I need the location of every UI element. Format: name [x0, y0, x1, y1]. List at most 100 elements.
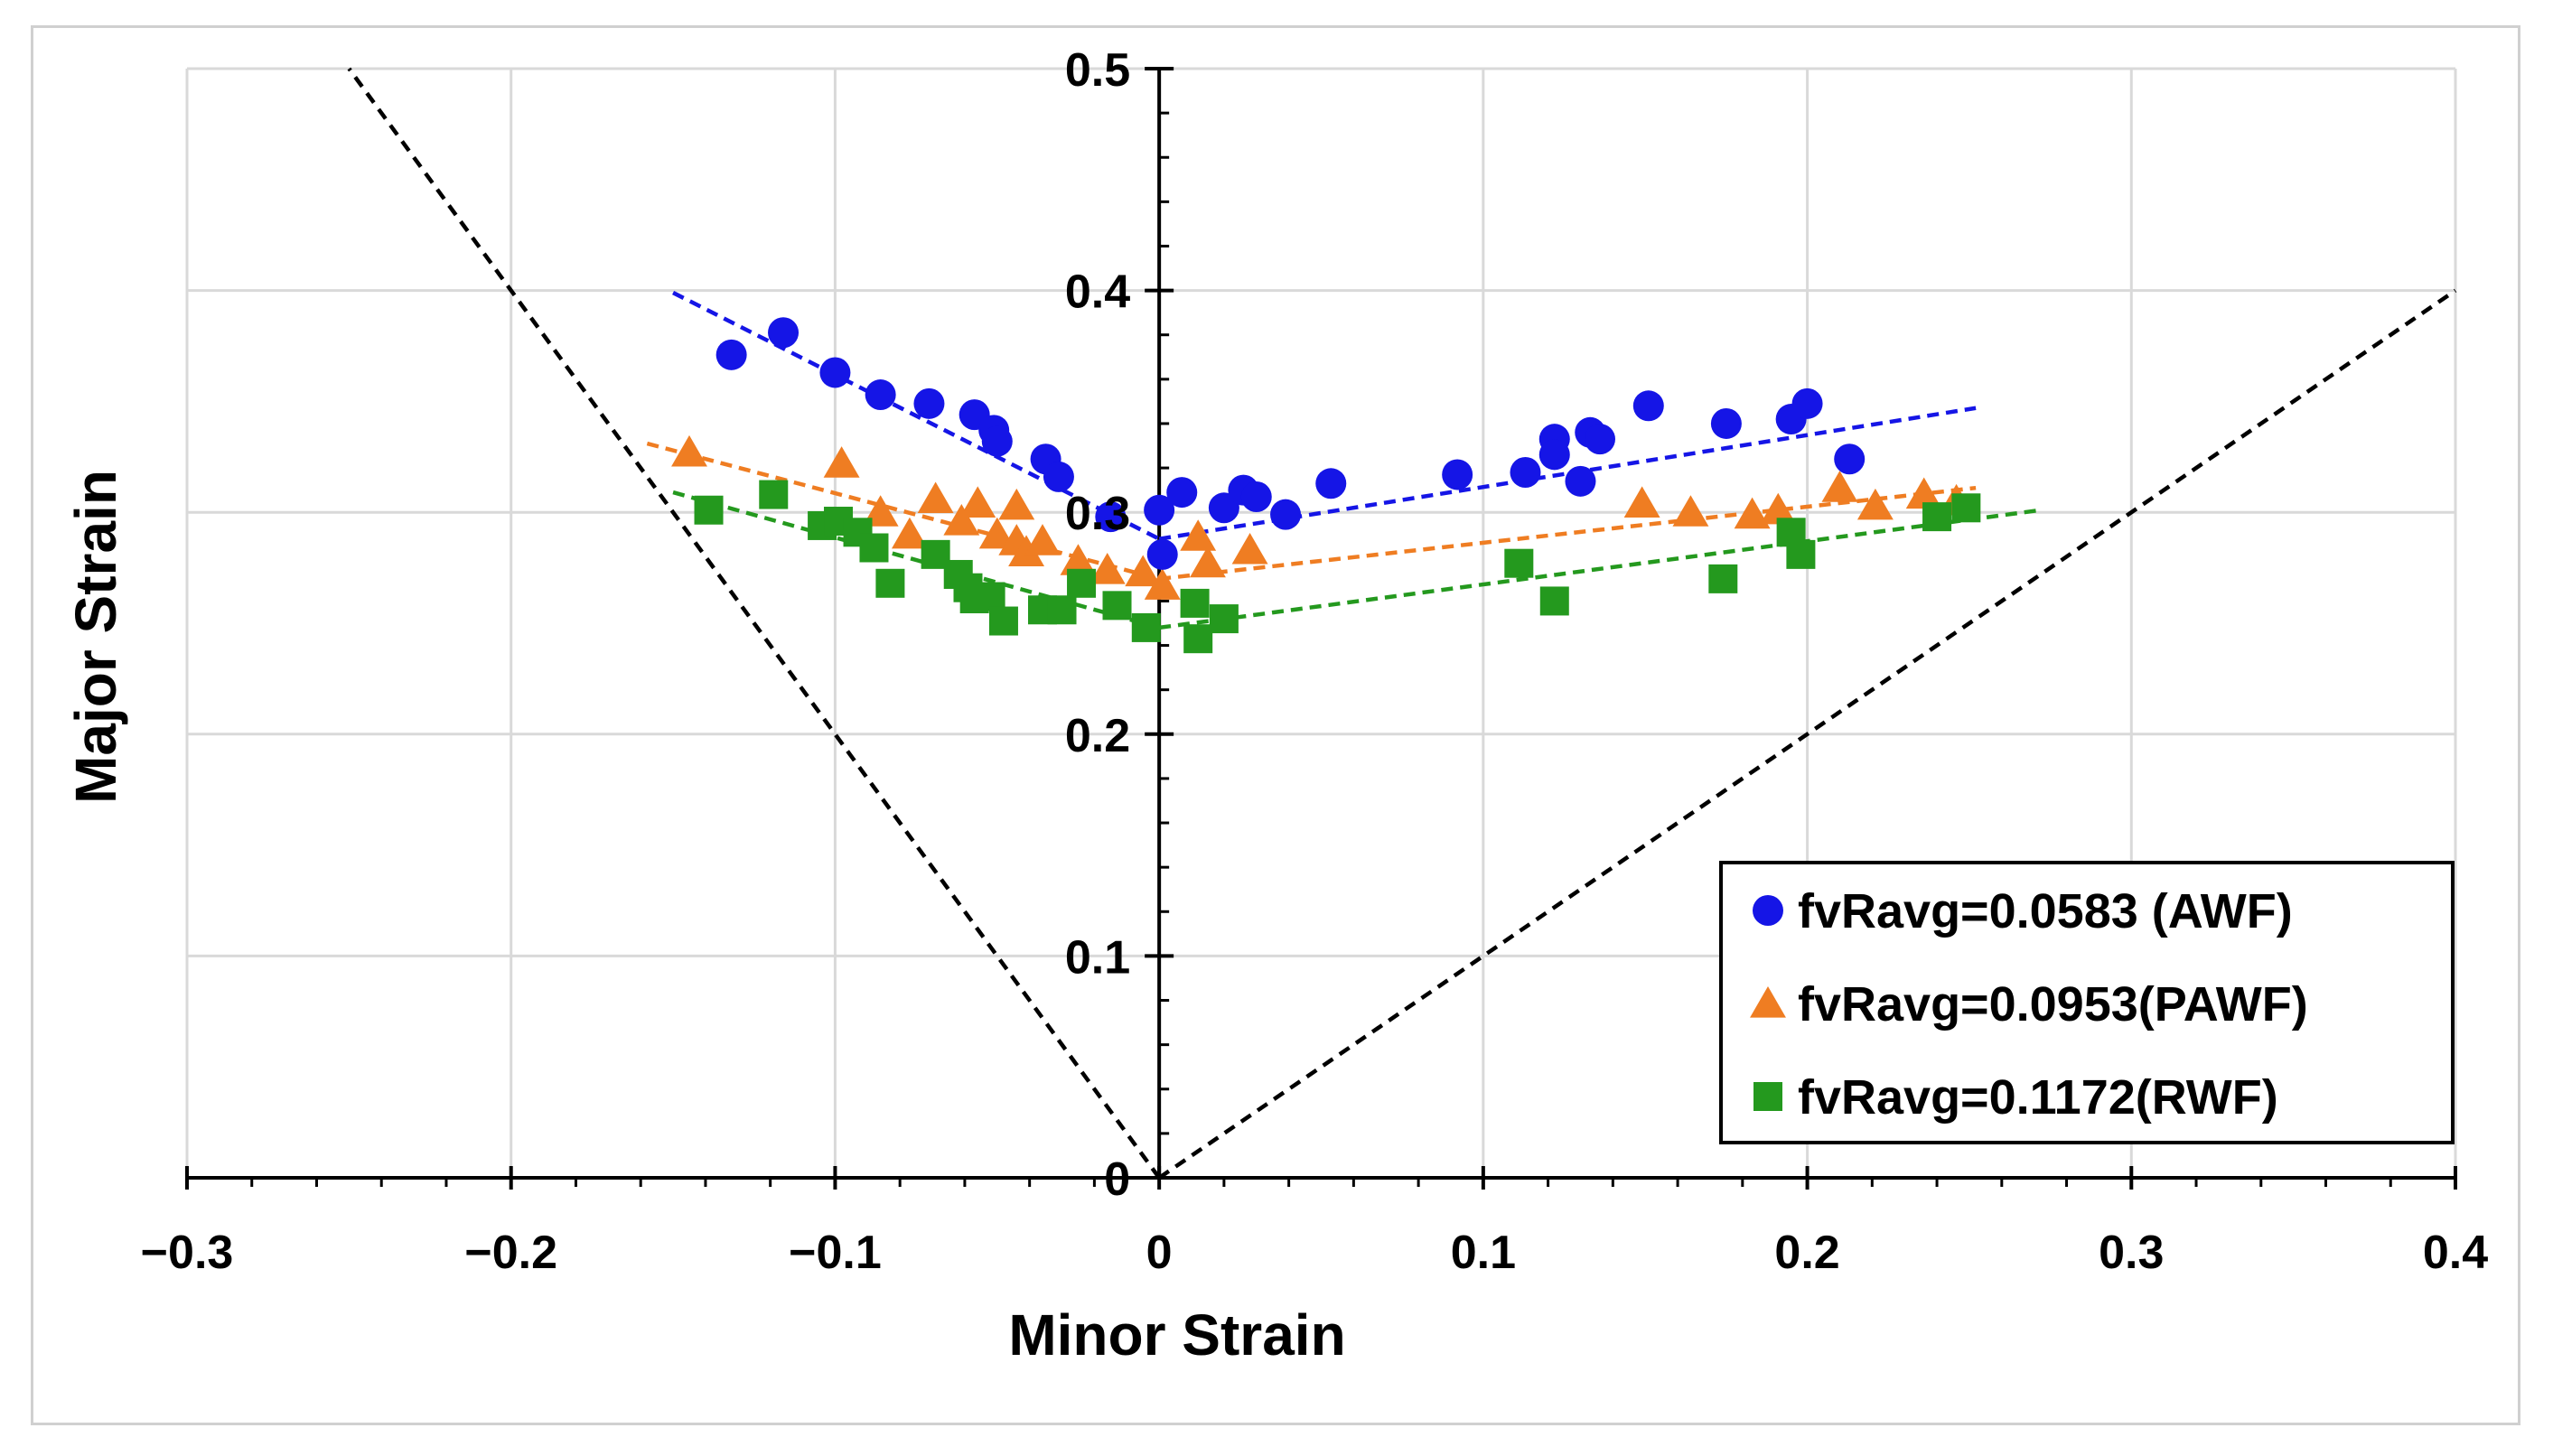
- legend-marker-triangle: [1750, 986, 1786, 1018]
- data-point-triangle: [1089, 553, 1126, 584]
- data-point-square: [1102, 591, 1132, 621]
- data-point-triangle: [1856, 488, 1894, 520]
- data-point-triangle: [1821, 471, 1858, 502]
- left-limit-line: [347, 67, 1161, 1180]
- data-point-triangle: [959, 486, 996, 518]
- trendline-square: [1158, 508, 2042, 630]
- data-point-square: [1922, 502, 1952, 532]
- data-point-triangle: [1008, 535, 1045, 566]
- data-point-circle: [1208, 492, 1239, 524]
- data-point-triangle: [1125, 555, 1162, 587]
- data-point-circle: [913, 387, 945, 419]
- data-point-circle: [1146, 538, 1178, 570]
- tick-labels: −0.3 −0.2 −0.1 0 0.1 0.2 0.3 0.4 0 0.1 0.2 0.3 0.4 0.…: [141, 44, 2489, 1279]
- reference-lines: [347, 67, 2457, 1180]
- y-tick-label: 0.2: [1065, 710, 1130, 762]
- legend-marker-circle: [1753, 895, 1783, 926]
- data-points: [671, 317, 1981, 654]
- data-point-circle: [1095, 501, 1127, 533]
- x-axis-title: Minor Strain: [1008, 1302, 1345, 1367]
- y-tick-label: 0.1: [1065, 931, 1130, 984]
- data-point-circle: [1584, 424, 1615, 455]
- data-point-square: [1504, 548, 1534, 578]
- legend: fvRavg=0.0583 (AWF) fvRavg=0.0953(PAWF) fv…: [1719, 861, 2455, 1144]
- data-point-circle: [1442, 459, 1473, 490]
- data-point-triangle: [998, 488, 1035, 520]
- data-point-square: [1209, 604, 1239, 634]
- chart-frame: [31, 25, 2520, 1425]
- data-point-triangle: [891, 517, 928, 549]
- x-tick-label: −0.1: [789, 1227, 882, 1279]
- data-point-square: [1786, 539, 1816, 569]
- legend-box: [1719, 861, 2455, 1144]
- data-point-circle: [1144, 494, 1175, 526]
- data-point-square: [1708, 564, 1738, 593]
- data-point-triangle: [1734, 497, 1771, 529]
- data-point-square: [1180, 588, 1210, 618]
- x-tick-label: 0.3: [2099, 1227, 2164, 1279]
- legend-marker-square: [1753, 1082, 1782, 1111]
- data-point-triangle: [1231, 532, 1268, 565]
- data-point-triangle: [1144, 568, 1181, 600]
- data-point-circle: [768, 317, 800, 349]
- x-tick-label: 0.4: [2423, 1227, 2488, 1279]
- legend-label: fvRavg=0.1172(RWF): [1798, 1070, 2278, 1125]
- data-point-square: [875, 568, 905, 598]
- data-point-circle: [1538, 439, 1570, 471]
- data-point-triangle: [1190, 546, 1226, 578]
- data-point-triangle: [823, 446, 860, 478]
- y-tick-label: 0.5: [1065, 44, 1130, 97]
- data-point-circle: [1565, 465, 1596, 497]
- data-point-triangle: [1672, 495, 1709, 527]
- data-point-circle: [1270, 499, 1302, 530]
- data-point-square: [976, 582, 1005, 611]
- data-point-circle: [1791, 387, 1823, 419]
- axes: [185, 67, 2457, 1190]
- trendline-square: [672, 490, 1160, 630]
- data-point-circle: [715, 339, 747, 370]
- data-point-circle: [1166, 477, 1198, 509]
- data-point-circle: [1043, 461, 1074, 492]
- data-point-circle: [1240, 481, 1272, 513]
- data-point-triangle: [1180, 519, 1217, 551]
- trendline-circle: [672, 291, 1161, 541]
- x-tick-label: 0: [1146, 1227, 1173, 1279]
- data-point-triangle: [978, 517, 1015, 549]
- data-point-circle: [819, 357, 851, 388]
- data-point-circle: [1710, 407, 1742, 439]
- data-point-triangle: [1760, 492, 1797, 525]
- right-limit-line: [1157, 288, 2457, 1180]
- y-tick-label: 0.3: [1065, 488, 1130, 540]
- y-axis-title: Major Strain: [63, 470, 128, 804]
- x-tick-label: 0.1: [1451, 1227, 1516, 1279]
- y-tick-label: 0: [1104, 1153, 1130, 1206]
- data-point-circle: [981, 425, 1013, 457]
- data-point-triangle: [1024, 524, 1061, 555]
- data-point-triangle: [917, 481, 954, 514]
- data-point-square: [759, 480, 789, 509]
- data-point-triangle: [671, 434, 707, 467]
- x-tick-label: 0.2: [1774, 1227, 1839, 1279]
- data-point-square: [1183, 624, 1213, 654]
- trendline-triangle: [1158, 485, 1977, 582]
- x-tick-label: −0.3: [141, 1227, 234, 1279]
- trendlines: [646, 291, 2042, 630]
- data-point-circle: [865, 379, 896, 411]
- data-point-square: [1067, 568, 1097, 598]
- data-point-circle: [1510, 456, 1541, 488]
- y-tick-label: 0.4: [1065, 266, 1130, 319]
- data-point-square: [694, 495, 724, 525]
- data-point-circle: [1315, 468, 1347, 499]
- data-point-square: [988, 606, 1018, 636]
- x-tick-label: −0.2: [464, 1227, 557, 1279]
- data-point-triangle: [1905, 477, 1942, 509]
- data-point-square: [1951, 493, 1981, 523]
- data-point-circle: [1632, 390, 1664, 422]
- data-point-circle: [1834, 443, 1866, 475]
- data-point-triangle: [943, 504, 980, 536]
- legend-label: fvRavg=0.0583 (AWF): [1798, 884, 2293, 938]
- legend-label: fvRavg=0.0953(PAWF): [1798, 977, 2308, 1031]
- data-point-triangle: [1623, 486, 1660, 518]
- data-point-square: [1131, 612, 1161, 642]
